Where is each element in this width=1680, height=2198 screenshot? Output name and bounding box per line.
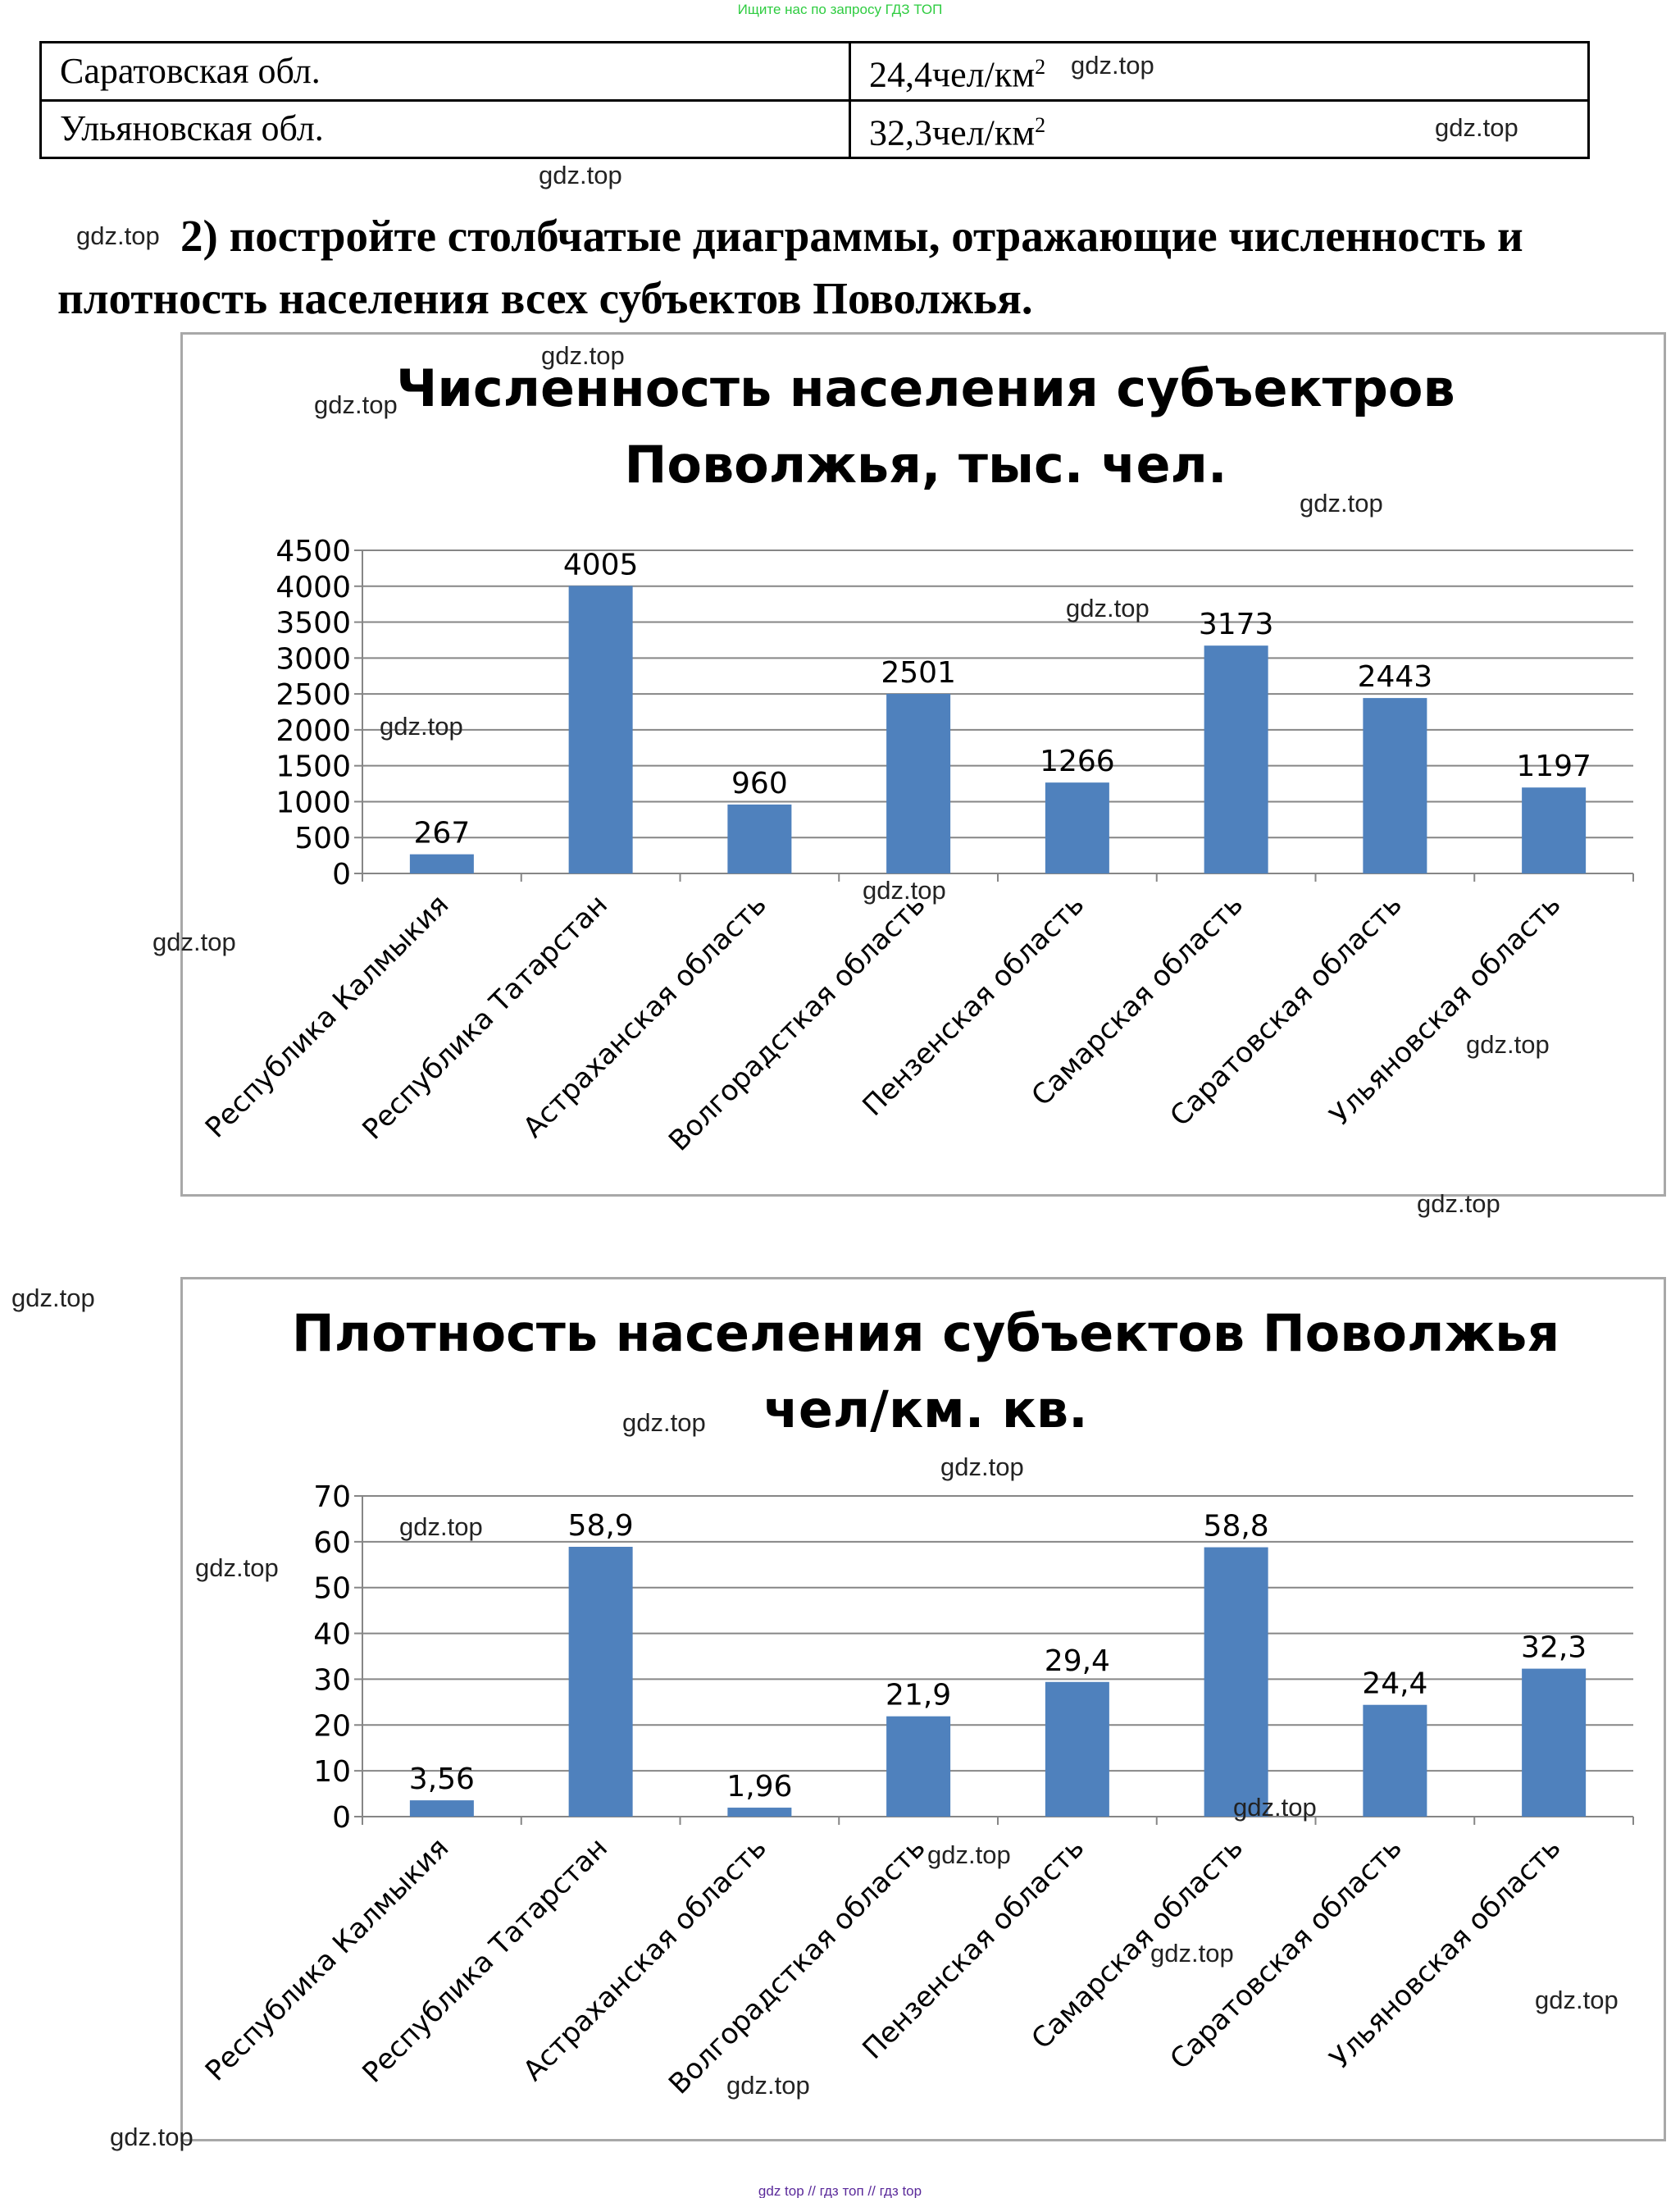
watermark: gdz.top	[1300, 489, 1383, 518]
watermark: gdz.top	[76, 221, 160, 250]
density-table: Саратовская обл. 24,4чел/км2 Ульяновская…	[39, 41, 1590, 160]
y-tick-label: 4000	[275, 571, 351, 604]
bar	[886, 694, 951, 873]
watermark: gdz.top	[539, 161, 622, 189]
value-text: 32,3чел/км	[869, 112, 1036, 153]
y-tick-label: 40	[313, 1618, 351, 1652]
watermark: gdz.top	[726, 2071, 810, 2100]
data-label: 21,9	[886, 1679, 951, 1712]
bar	[727, 804, 792, 873]
y-tick-label: 70	[313, 1480, 351, 1514]
y-tick-label: 10	[313, 1755, 351, 1789]
chart-title: Плотность населения субъектов Поволжья	[292, 1303, 1559, 1363]
watermark: gdz.top	[11, 1284, 95, 1312]
watermark: gdz.top	[110, 2123, 193, 2151]
data-label: 3,56	[409, 1763, 475, 1796]
bar	[409, 854, 474, 873]
bar	[1522, 1668, 1587, 1817]
bar	[1204, 645, 1268, 873]
value-text: 24,4чел/км	[869, 54, 1036, 95]
task-heading: 2) постройте столбчатые диаграммы, отраж…	[57, 211, 1523, 323]
watermark: gdz.top	[940, 1452, 1024, 1481]
table-row: Саратовская обл. 24,4чел/км2	[39, 41, 1590, 102]
density-chart-svg: Плотность населения субъектов Поволжья че…	[199, 1303, 1634, 2100]
y-tick-label: 4500	[275, 535, 351, 568]
watermark: gdz.top	[153, 928, 236, 956]
data-label: 24,4	[1362, 1667, 1427, 1701]
data-label: 2443	[1358, 660, 1433, 694]
value-sup: 2	[1035, 55, 1046, 79]
bar	[1045, 1681, 1109, 1817]
bar	[1522, 787, 1587, 873]
data-label: 1,96	[726, 1770, 792, 1804]
footer-note: gdz top // гдз топ // гдз top	[758, 2183, 922, 2198]
bar	[1363, 1704, 1427, 1817]
watermark: gdz.top	[1071, 51, 1154, 80]
y-tick-label: 1000	[275, 786, 351, 819]
value-sup: 2	[1035, 112, 1046, 137]
watermark: gdz.top	[1417, 1189, 1500, 1218]
header-note: Ищите нас по запросу ГДЗ ТОП	[737, 2, 943, 17]
bar	[568, 586, 633, 873]
bar	[409, 1800, 474, 1817]
data-label: 3173	[1199, 608, 1274, 641]
density-chart: Плотность населения субъектов Поволжья че…	[180, 1277, 1666, 2141]
x-tick-label: Волгорадсткая область	[662, 888, 931, 1157]
watermark: gdz.top	[1466, 1030, 1550, 1059]
bar	[727, 1808, 792, 1817]
y-tick-label: 0	[332, 1801, 351, 1835]
value-cell: 32,3чел/км2	[849, 98, 1590, 160]
watermark: gdz.top	[195, 1553, 279, 1582]
bar	[886, 1716, 951, 1817]
population-chart-svg: Численность населения субъектров Поволжья…	[199, 358, 1634, 1157]
watermark: gdz.top	[541, 341, 625, 370]
watermark: gdz.top	[1233, 1793, 1317, 1822]
chart-title: Численность населения субъектров	[396, 358, 1455, 418]
data-label: 1266	[1040, 745, 1115, 778]
data-label: 267	[414, 817, 471, 850]
watermark: gdz.top	[1435, 113, 1518, 142]
watermark: gdz.top	[863, 876, 946, 905]
y-tick-label: 30	[313, 1663, 351, 1697]
y-tick-label: 2500	[275, 678, 351, 712]
y-tick-label: 3500	[275, 607, 351, 641]
bar	[1045, 782, 1109, 873]
chart-title: чел/км. кв.	[763, 1379, 1087, 1439]
watermark: gdz.top	[380, 712, 463, 741]
data-label: 4005	[563, 548, 639, 581]
watermark: gdz.top	[399, 1512, 483, 1541]
watermark: gdz.top	[314, 390, 398, 419]
data-label: 29,4	[1045, 1644, 1110, 1678]
y-tick-label: 60	[313, 1526, 351, 1560]
data-label: 58,8	[1204, 1510, 1269, 1544]
data-label: 32,3	[1521, 1631, 1587, 1665]
y-tick-label: 500	[294, 822, 351, 855]
watermark: gdz.top	[927, 1840, 1011, 1869]
y-tick-label: 3000	[275, 642, 351, 676]
region-cell: Ульяновская обл.	[39, 98, 851, 160]
data-label: 58,9	[568, 1509, 634, 1543]
watermark: gdz.top	[1535, 1986, 1619, 2014]
value-cell: 24,4чел/км2	[849, 41, 1590, 102]
bar	[1363, 698, 1427, 873]
population-chart: Численность населения субъектров Поволжья…	[180, 332, 1666, 1197]
y-tick-label: 50	[313, 1572, 351, 1606]
data-label: 960	[731, 767, 788, 800]
y-tick-label: 0	[332, 858, 351, 892]
region-cell: Саратовская обл.	[39, 41, 851, 102]
table-row: Ульяновская обл. 32,3чел/км2	[39, 98, 1590, 160]
data-label: 2501	[881, 656, 956, 690]
bar	[1204, 1547, 1268, 1817]
y-tick-label: 2000	[275, 714, 351, 748]
chart-title: Поволжья, тыс. чел.	[624, 435, 1227, 495]
bar	[568, 1547, 633, 1817]
watermark: gdz.top	[622, 1408, 706, 1437]
watermark: gdz.top	[1150, 1939, 1234, 1968]
x-tick-label: Волгорадсткая область	[662, 1831, 931, 2100]
y-tick-label: 1500	[275, 750, 351, 784]
y-tick-label: 20	[313, 1709, 351, 1743]
watermark: gdz.top	[1066, 594, 1150, 622]
data-label: 1197	[1516, 750, 1591, 783]
